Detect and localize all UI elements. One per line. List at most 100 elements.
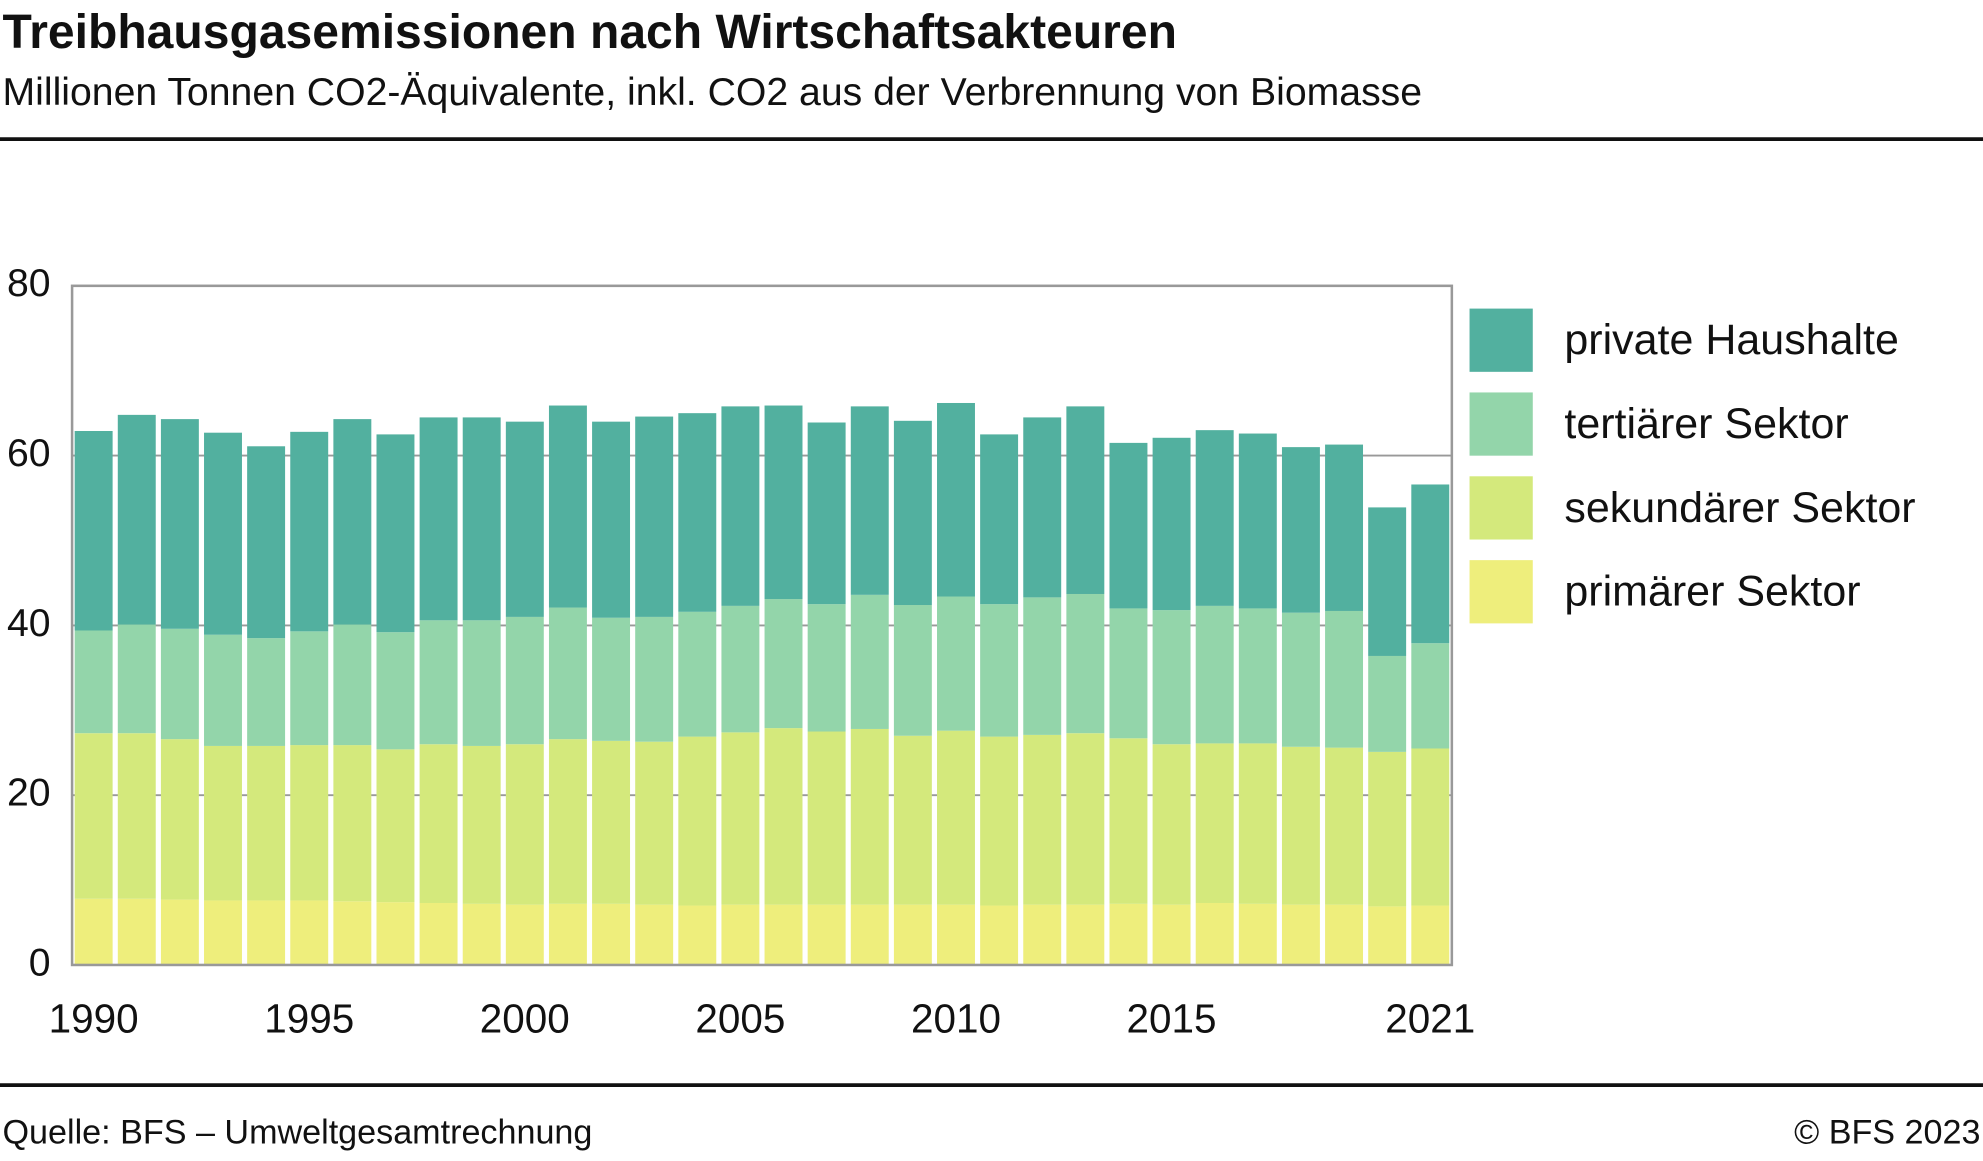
bar-segment [462,417,501,621]
bar-segment [74,430,113,631]
bar-segment [548,903,587,965]
bar-segment [548,607,587,740]
bar-segment [1281,612,1320,747]
bar-segment [1023,417,1062,598]
bar-segment [635,904,674,965]
bar-segment [980,434,1019,605]
bar-segment [721,904,760,965]
bar-segment [247,446,286,639]
bar-segment [419,902,458,965]
bar-segment [1195,430,1234,606]
bar-segment [1368,906,1407,965]
bar-segment [117,898,156,965]
bar-segment [678,413,717,612]
bar-segment [1411,748,1450,906]
bar-segment [1238,433,1277,609]
bar-segment [764,405,803,600]
source-note: Quelle: BFS – Umweltgesamtrechnung [3,1113,593,1151]
legend-swatch [1469,392,1533,456]
bar-segment [1281,904,1320,965]
bar-segment [333,624,372,746]
bar-segment [807,422,846,605]
bar-segment [1411,643,1450,749]
bar-segment [635,741,674,905]
legend-swatch [1469,308,1533,372]
x-tick-label: 2000 [480,996,570,1042]
bar-segment [1066,593,1105,734]
bar-segment [1023,904,1062,965]
bar-segment [1411,905,1450,965]
bar-segment [678,611,717,737]
bar-segment [807,904,846,965]
bar-segment [74,630,113,734]
bar-segment [419,417,458,621]
x-tick-label: 1990 [49,996,139,1042]
bar-segment [462,620,501,746]
bar-segment [980,905,1019,965]
bar-segment [635,416,674,617]
bar-segment [850,594,889,729]
bar-segment [1238,903,1277,965]
bar-segment [247,638,286,746]
bar-segment [160,628,199,740]
bar-segment [937,904,975,965]
y-tick-label: 60 [7,432,51,475]
bar-segment [376,434,415,633]
bar-segment [893,420,932,606]
bar-segment [1195,605,1234,744]
x-tick-label: 2005 [695,996,785,1042]
bar-segment [850,406,889,595]
legend-label: private Haushalte [1564,316,1899,364]
legend-label: tertiärer Sektor [1564,400,1848,448]
y-tick-label: 40 [7,602,51,645]
bar-segment [376,749,415,903]
bar-segment [1109,738,1148,904]
bar-segment [1066,904,1105,965]
bar-segment [850,728,889,905]
bar-segment [592,740,631,904]
chart-title: Treibhausgasemissionen nach Wirtschaftsa… [3,6,1177,59]
bar-segment [937,596,975,731]
bar-segment [1066,733,1105,905]
bar-segment [376,902,415,965]
bar-segment [1152,610,1191,745]
bar-segment [980,604,1019,737]
bar-segment [721,732,760,905]
bar-segment [1023,734,1062,905]
bar-segment [1152,437,1191,611]
bar-segment [592,617,631,741]
bar-segment [678,736,717,906]
bar-segment [1325,904,1364,965]
bar-segment [74,733,113,899]
bar-segment [462,903,501,965]
x-tick-label: 2021 [1385,996,1475,1042]
plot-frame [70,284,1454,967]
bar-segment [807,604,846,732]
bar-segment [807,731,846,905]
bar-segment [204,432,242,635]
bar-segment [548,405,587,608]
bar-segment [721,406,760,606]
bar-segment [74,898,113,965]
bar-segment [937,402,975,597]
x-tick-label: 1995 [264,996,354,1042]
bar-segment [1023,597,1062,735]
bar-segment [419,744,458,903]
bar-segment [1195,902,1234,965]
y-tick-label: 20 [7,772,51,815]
bar-segment [1325,747,1364,905]
x-tick-label: 2015 [1127,996,1217,1042]
bar-segment [204,900,242,965]
bar-segment [505,744,544,905]
bar-segment [1152,744,1191,905]
x-tick-label: 2010 [911,996,1001,1042]
bar-segment [721,605,760,733]
bar-segment [893,904,932,965]
bar-segment [290,745,329,901]
legend-swatch [1469,476,1533,540]
bar-segment [247,745,286,901]
bar-segment [1109,608,1148,739]
bar-segment [333,419,372,625]
bar-segment [505,616,544,745]
